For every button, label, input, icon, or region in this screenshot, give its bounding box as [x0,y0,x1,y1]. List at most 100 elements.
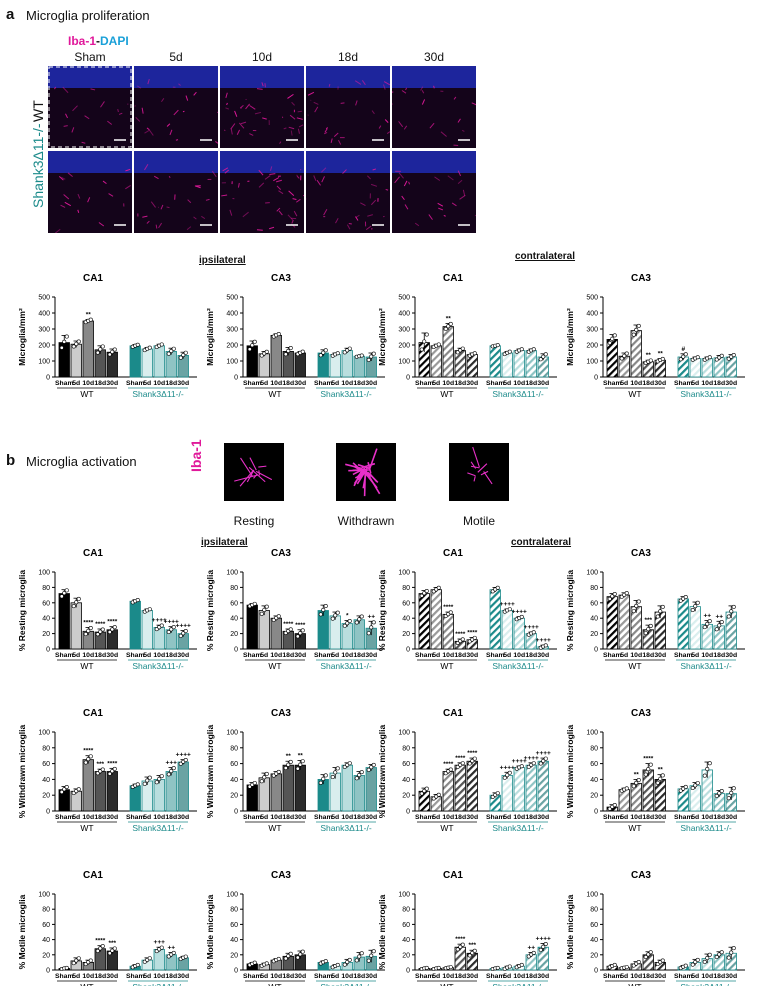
data-point [159,945,164,950]
data-point [707,761,712,766]
chart-2-3: CA3 % Withdrawn microglia 0 20 40 60 80 100 Sham… [565,708,745,833]
x-tick-label: 5d [503,380,511,387]
x-tick-label: Sham [603,973,622,980]
data-point [64,334,69,339]
x-tick-label: 18d [353,652,365,659]
data-point [62,339,67,344]
label-ipsilateral-b: ipsilateral [201,537,248,548]
y-tick-label: 20 [590,952,598,959]
label-contralateral-b: contralateral [511,537,572,548]
data-point [300,759,305,764]
x-tick-label: Sham [314,814,333,821]
group-label: WT [628,823,641,833]
y-tick-label: 200 [226,343,238,350]
data-point [436,792,441,797]
data-point [443,326,448,331]
data-point [519,614,524,619]
chart-title: CA3 [271,870,291,881]
x-tick-label: 18d [165,380,177,387]
data-point [359,770,364,775]
x-tick-label: 5d [620,380,628,387]
chart-1-1: CA3% Resting microglia 020406080100Sham5d… [205,548,385,671]
data-point [247,784,252,789]
data-point [288,346,293,351]
significance-label: ++ [527,945,535,952]
data-point [86,628,91,633]
stain-dapi: DAPI [100,34,129,48]
chart-title: CA1 [83,708,103,719]
bar [454,350,466,378]
y-tick-label: 0 [234,375,238,382]
data-point [731,352,736,357]
y-tick-label: 40 [42,937,50,944]
data-point [110,627,115,632]
bar [129,600,141,650]
data-point [323,773,328,778]
data-point [159,774,164,779]
y-tick-label: 80 [42,907,50,914]
x-tick-label: 5d [260,814,268,821]
bar [258,353,270,378]
y-axis-label: % Withdrawn microglia [377,725,387,819]
micrograph-tile [134,151,218,233]
y-tick-label: 40 [402,616,410,623]
data-point [166,772,171,777]
data-point [354,776,359,781]
x-tick-label: 10d [513,380,525,387]
bar [501,775,513,812]
data-point [678,357,683,362]
data-point [695,355,700,360]
x-tick-label: 18d [353,380,365,387]
y-tick-label: 0 [234,809,238,816]
data-point [286,762,291,767]
bar [466,760,478,812]
data-point [110,769,115,774]
x-tick-label: 5d [260,652,268,659]
bar [153,345,165,378]
panel-a-letter: a [6,6,15,23]
x-tick-label: 5d [432,973,440,980]
y-tick-label: 80 [230,745,238,752]
y-tick-label: 200 [38,343,50,350]
bar [270,334,282,378]
data-point [369,765,374,770]
significance-label: **** [643,756,654,763]
x-tick-label: 30d [725,814,737,821]
bar [430,345,442,378]
significance-label: ++ [715,613,723,620]
y-tick-label: 60 [590,600,598,607]
x-tick-label: 5d [691,652,699,659]
data-point [717,623,722,628]
data-point [538,357,543,362]
x-tick-label: Sham [486,814,505,821]
data-point [541,944,546,949]
significance-label: ++++ [500,764,515,771]
x-tick-label: 5d [331,814,339,821]
data-point [612,803,617,808]
y-tick-label: 0 [594,375,598,382]
chart-2-2: CA1 % Withdrawn microglia 0 20 40 60 80 100 Sham… [377,708,557,833]
data-point [100,944,105,949]
chart-1-3: CA3% Resting microglia 020406080100Sham5d… [565,548,745,671]
micrograph-tile [306,66,390,148]
data-point [610,336,615,341]
bar [329,615,341,650]
data-point [252,780,257,785]
data-point [88,626,93,631]
data-point [283,352,288,357]
significance-label: ++++ [500,601,515,608]
x-tick-label: 30d [177,652,189,659]
data-point [683,595,688,600]
data-point [436,585,441,590]
y-tick-label: 80 [230,907,238,914]
data-point [147,956,152,961]
x-tick-label: 18d [165,652,177,659]
data-point [526,764,531,769]
data-point [424,965,429,970]
y-tick-label: 60 [590,922,598,929]
data-point [707,952,712,957]
bar [630,330,642,378]
bar [689,606,701,650]
y-tick-label: 0 [406,809,410,816]
